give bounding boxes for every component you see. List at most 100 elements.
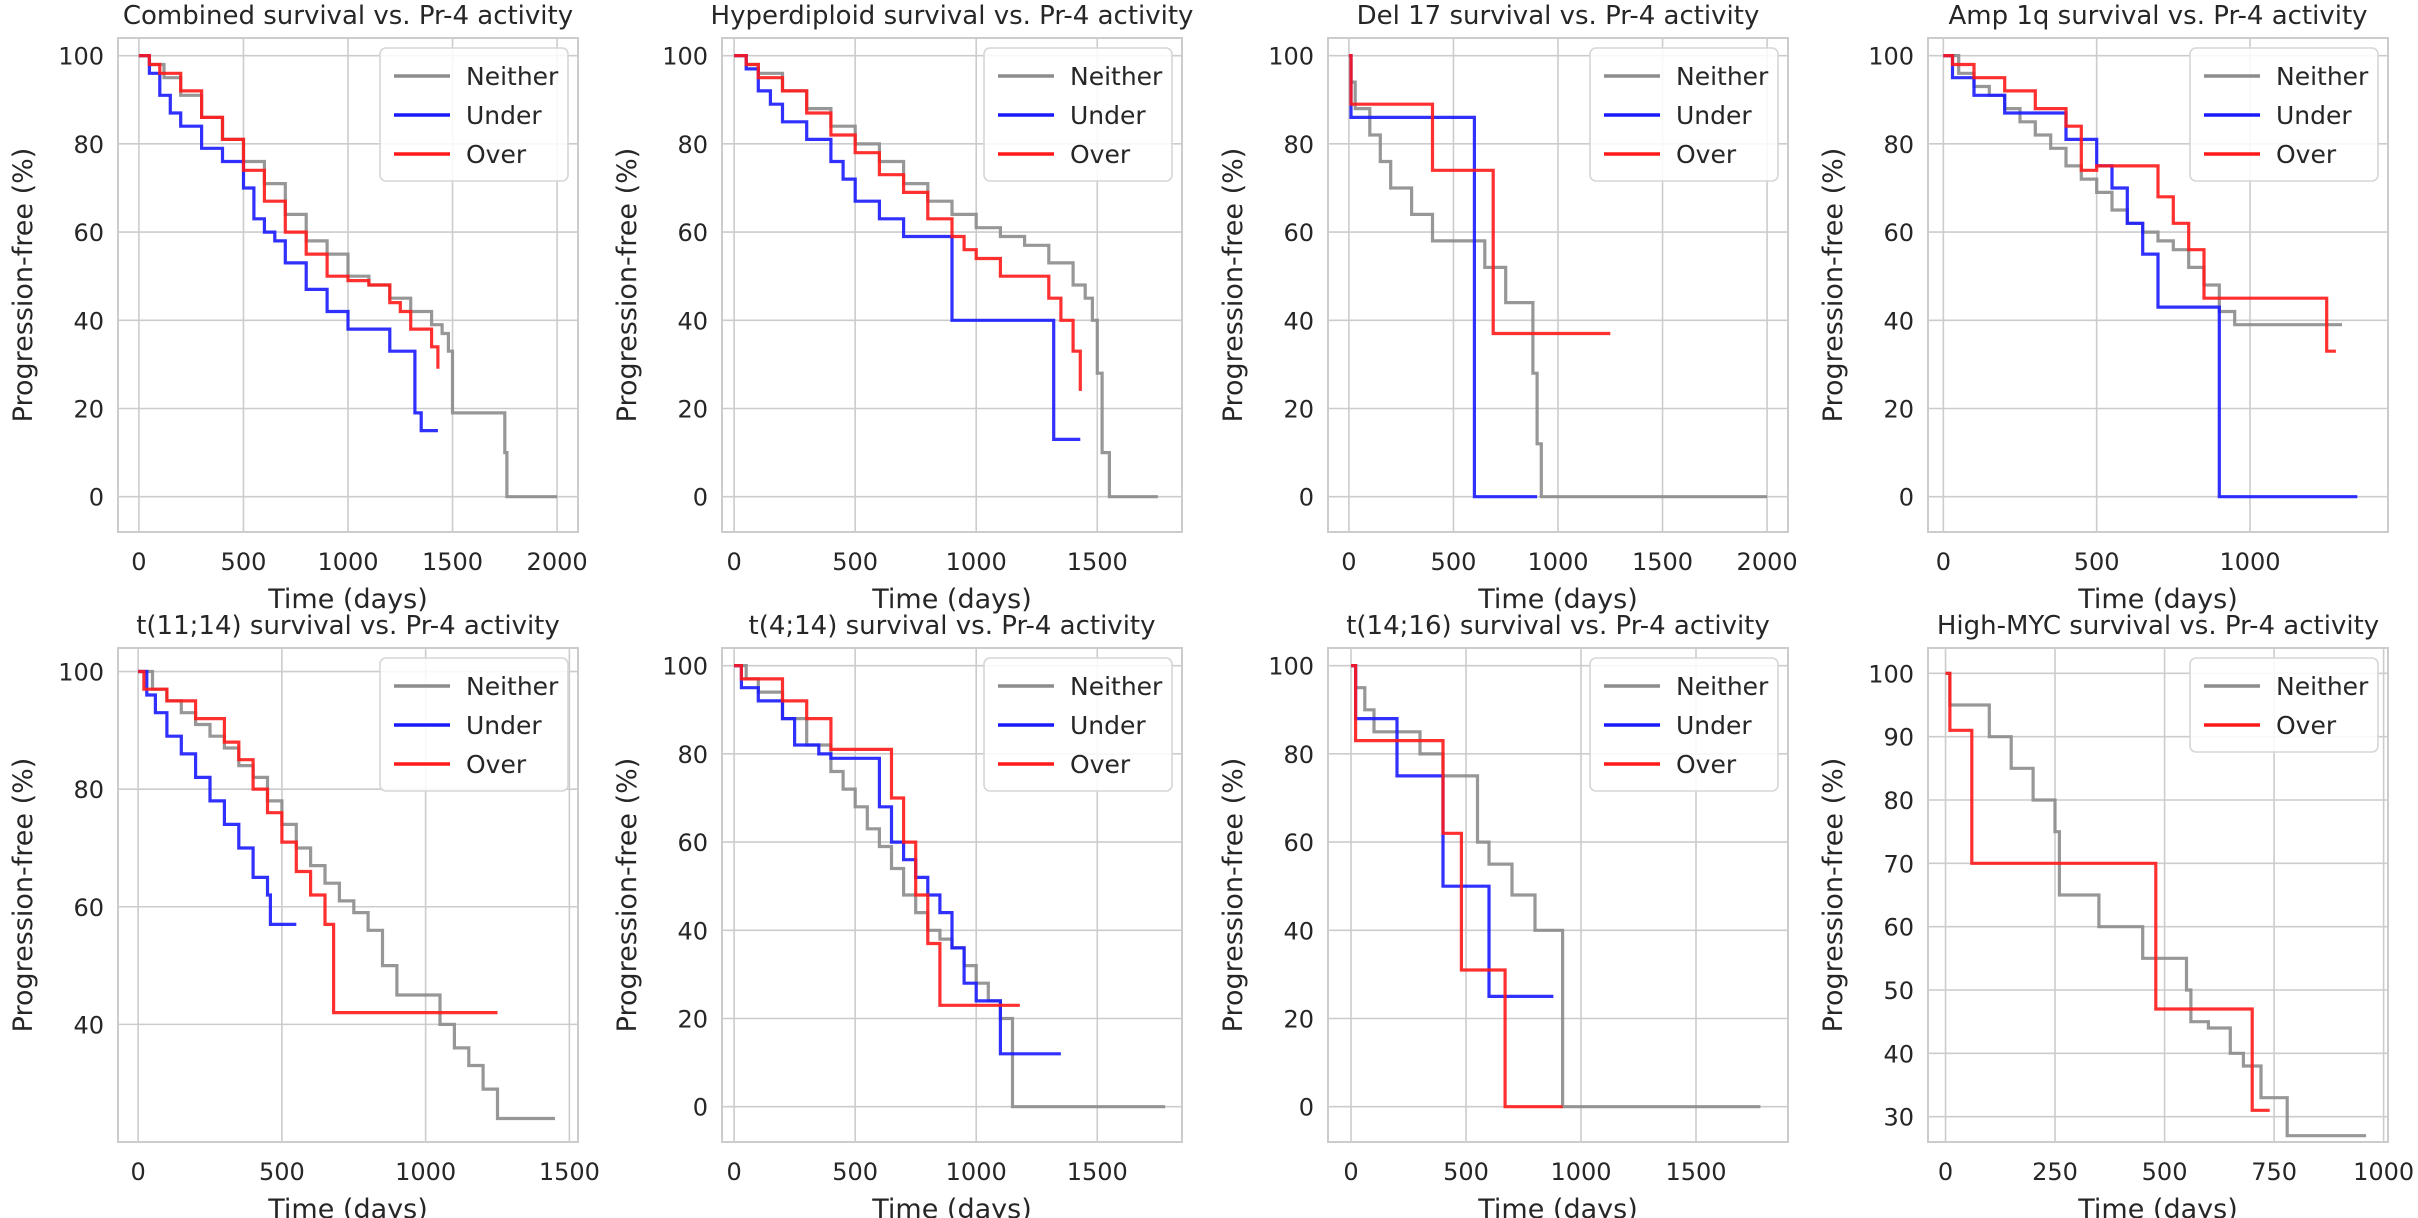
y-tick-label: 80 [1883,787,1914,815]
legend-label: Over [466,750,527,779]
legend-label: Over [1676,750,1737,779]
y-tick-label: 0 [1299,1094,1314,1122]
x-tick-label: 500 [2074,548,2120,576]
series-line-under [1348,54,1538,499]
series-line-under [734,54,1081,441]
series-line-over [734,664,1020,1007]
y-tick-label: 60 [1283,219,1314,247]
series-line-under [138,669,297,926]
x-tick-label: 2000 [527,548,588,576]
legend-label: Neither [466,672,559,701]
x-tick-label: 500 [2142,1158,2188,1186]
legend-label: Neither [2276,62,2369,91]
x-axis-label: Time (days) [267,584,427,615]
y-tick-label: 40 [1883,307,1914,335]
legend-label: Under [1070,711,1146,740]
series-line-under [734,664,1061,1056]
legend-box [983,47,1173,182]
legend-label: Over [1070,750,1131,779]
y-tick-label: 50 [1883,977,1914,1005]
x-axis-label: Time (days) [1477,584,1637,615]
series-line-over [1348,54,1611,336]
x-tick-label: 0 [1936,548,1951,576]
x-tick-label: 1000 [1550,1158,1611,1186]
legend-label: Over [1070,140,1131,169]
y-tick-label: 0 [693,1094,708,1122]
plot-frame [1927,647,2389,1143]
legend-box [983,657,1173,792]
series-line-neither [734,664,1166,1109]
legend: Neither Under Over [983,47,1173,182]
x-axis-label: Time (days) [871,584,1031,615]
y-tick-label: 40 [677,917,708,945]
series-line-neither [1945,671,2367,1138]
x-tick-label: 500 [1431,548,1477,576]
chart-title: High-MYC survival vs. Pr-4 activity [1937,611,2379,641]
y-tick-label: 0 [1299,484,1314,512]
y-tick-label: 60 [677,219,708,247]
x-tick-label: 500 [221,548,267,576]
series-line-neither [1351,664,1761,1109]
y-tick-label: 20 [1283,396,1314,424]
legend: Neither Under Over [983,657,1173,792]
legend-label: Neither [1070,672,1163,701]
legend-box [379,657,569,792]
x-tick-label: 500 [832,548,878,576]
x-tick-label: 1500 [539,1158,600,1186]
y-axis-label: Progression-free (%) [1218,758,1249,1033]
x-tick-label: 0 [131,548,146,576]
legend-label: Neither [1070,62,1163,91]
plot-frame [721,647,1183,1143]
x-axis-label: Time (days) [2077,584,2237,615]
series-line-over [1943,54,2336,353]
chart-title: Del 17 survival vs. Pr-4 activity [1357,1,1760,31]
legend-label: Over [2276,140,2337,169]
x-tick-label: 1000 [2353,1158,2414,1186]
chart-7: 0 500 1000 1500 0 20 40 60 80 100 t(14;16) surviva… [1218,611,1789,1218]
y-axis-label: Progression-free (%) [8,758,39,1033]
y-tick-label: 40 [1883,1040,1914,1068]
legend-box [1589,657,1779,792]
legend-label: Under [466,101,542,130]
plot-frame [1927,37,2389,533]
plot-frame [117,647,579,1143]
y-tick-label: 60 [73,219,104,247]
x-tick-label: 500 [832,1158,878,1186]
y-tick-label: 40 [1283,917,1314,945]
y-tick-label: 90 [1883,724,1914,752]
plot-frame [117,37,579,533]
legend: Neither Under Over [379,47,569,182]
y-tick-label: 40 [1283,307,1314,335]
series-line-over [1945,671,2270,1112]
y-tick-label: 100 [58,43,104,71]
legend-label: Neither [1676,62,1769,91]
x-tick-label: 0 [1938,1158,1953,1186]
y-tick-label: 80 [73,131,104,159]
y-tick-label: 100 [58,659,104,687]
y-tick-label: 80 [1283,741,1314,769]
x-tick-label: 1500 [1067,548,1128,576]
legend: Neither Under Over [1589,47,1779,182]
y-tick-label: 80 [73,776,104,804]
x-tick-label: 1500 [1665,1158,1726,1186]
y-axis-label: Progression-free (%) [612,148,643,423]
legend: Neither Under Over [379,657,569,792]
x-tick-label: 1000 [946,1158,1007,1186]
y-tick-label: 100 [1868,660,1914,688]
series-line-over [138,54,440,369]
y-tick-label: 100 [1868,43,1914,71]
x-tick-label: 1500 [1067,1158,1128,1186]
y-tick-label: 20 [677,396,708,424]
legend-label: Under [2276,101,2352,130]
chart-8: 0 250 500 750 1000 30 40 50 60 70 80 90 100 High-MYC … [1818,611,2414,1218]
chart-5: 0 500 1000 1500 40 60 80 100 t(11;14) survival v… [8,611,600,1218]
legend: Neither Over [2189,657,2379,753]
x-tick-label: 1500 [422,548,483,576]
x-tick-label: 500 [259,1158,305,1186]
y-tick-label: 20 [677,1006,708,1034]
series-line-over [138,669,498,1015]
y-tick-label: 100 [662,653,708,681]
x-tick-label: 1500 [1632,548,1693,576]
legend-label: Neither [466,62,559,91]
